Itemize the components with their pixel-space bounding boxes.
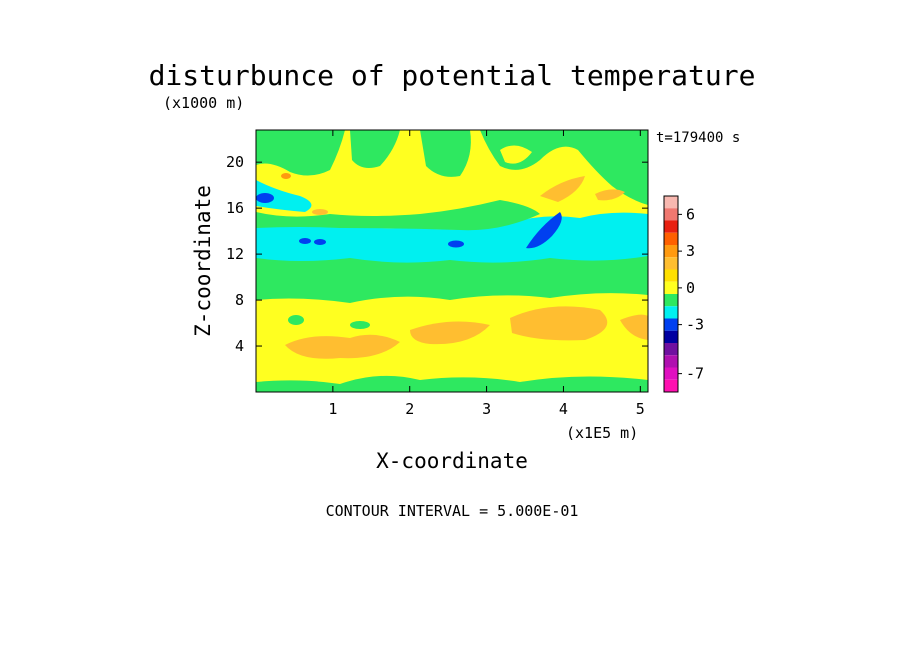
colorbar-level (664, 343, 678, 356)
y-tick-label: 8 (235, 291, 244, 309)
contour-interval-label: CONTOUR INTERVAL = 5.000E-01 (326, 502, 579, 520)
field-cold-core-3 (314, 239, 326, 245)
x-tick-label: 4 (559, 400, 568, 418)
field-upper-warm-5 (281, 173, 291, 179)
x-tick-label: 5 (636, 400, 645, 418)
field-cold-core-2 (299, 238, 311, 244)
colorbar-level (664, 355, 678, 368)
field-upper-warm-1 (500, 145, 532, 164)
colorbar-level (664, 306, 678, 319)
field-upper-cool-5 (256, 200, 540, 231)
colorbar-level (664, 208, 678, 221)
contour-field (256, 130, 648, 392)
field-lower-warm-2 (410, 321, 490, 345)
colorbar-tick-label: 0 (686, 279, 695, 297)
colorbar-level (664, 281, 678, 294)
colorbar-level (664, 294, 678, 307)
colorbar-tick-label: -3 (686, 316, 704, 334)
field-upper-cool-1 (256, 130, 345, 176)
colorbar-level (664, 330, 678, 343)
x-tick-label: 1 (328, 400, 337, 418)
colorbar-level (664, 196, 678, 209)
y-unit-label: (x1000 m) (163, 94, 244, 112)
field-lower-warm-4 (620, 314, 648, 340)
x-unit-label: (x1E5 m) (566, 424, 638, 442)
colorbar-tick-label: -7 (686, 365, 704, 383)
field-cool-spot-2 (350, 321, 370, 329)
colorbar: 6 3 0 -3 -7 (663, 195, 704, 393)
y-tick-label: 4 (235, 337, 244, 355)
field-upper-cool-3 (420, 130, 471, 177)
chart-title: disturbunce of potential temperature (149, 59, 756, 92)
colorbar-frame (663, 195, 679, 393)
colorbar-level (664, 245, 678, 258)
field-lower-warm-3 (510, 306, 608, 341)
x-tick-label: 3 (482, 400, 491, 418)
field-upper-warm-4 (595, 189, 625, 201)
field-upper-cold-tongue (256, 180, 312, 212)
field-lower-warm-1 (285, 334, 400, 359)
y-axis-label: Z-coordinate (191, 185, 215, 337)
x-axis-label: X-coordinate (376, 449, 528, 473)
y-axis-ticks: 4 8 12 16 20 (226, 153, 648, 355)
field-cold-core-4 (448, 240, 464, 248)
field-upper-cool-2 (350, 130, 400, 168)
colorbar-level (664, 367, 678, 380)
field-cool-spot-1 (288, 315, 304, 325)
colorbar-level (664, 232, 678, 245)
plot-frame (255, 129, 649, 393)
colorbar-level (664, 318, 678, 331)
colorbar-tick-label: 6 (686, 205, 695, 223)
field-surface-cool (256, 375, 648, 392)
colorbar-level (664, 257, 678, 270)
colorbar-level (664, 220, 678, 233)
colorbar-level (664, 379, 678, 392)
x-axis-ticks: 1 2 3 4 5 (328, 130, 645, 418)
colorbar-level (664, 269, 678, 282)
field-cold-core-5 (526, 212, 562, 249)
y-tick-label: 16 (226, 199, 244, 217)
field-mid-cool (256, 246, 648, 303)
field-upper-warm-3 (540, 176, 585, 202)
x-tick-label: 2 (405, 400, 414, 418)
y-tick-label: 12 (226, 245, 244, 263)
field-cold-core-1 (256, 193, 274, 203)
field-upper-warm-6 (312, 209, 328, 215)
time-label: t=179400 s (656, 130, 740, 146)
y-tick-label: 20 (226, 153, 244, 171)
colorbar-tick-label: 3 (686, 242, 695, 260)
